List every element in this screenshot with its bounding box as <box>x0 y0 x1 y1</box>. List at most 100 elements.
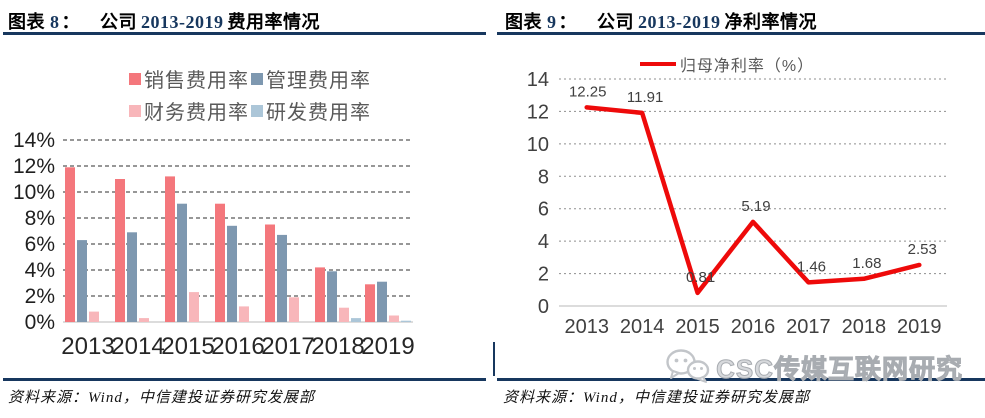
watermark: CSC传媒互联网研究 <box>665 348 963 386</box>
bar-研发费用率-2018 <box>351 318 361 322</box>
y-axis-label: 6% <box>25 233 55 256</box>
legend-marker <box>251 72 263 85</box>
red-line-swatch <box>639 62 676 66</box>
figure-number: 9 <box>547 12 557 32</box>
x-axis-label: 2014 <box>111 333 164 360</box>
figure8-source-note: 资料来源：Wind，中信建投证券研究发展部 <box>8 390 315 406</box>
data-label-2017: 1.46 <box>797 258 826 275</box>
figure8-title: 图表 8： 公司 2013-2019 费用率情况 <box>8 8 320 34</box>
x-axis-label: 2018 <box>311 333 364 360</box>
x-axis-label: 2016 <box>731 316 776 338</box>
bar-财务费用率-2016 <box>239 306 249 322</box>
legend-label: 销售费用率 <box>144 70 249 92</box>
y-axis-label: 8 <box>538 166 549 188</box>
data-label-2015: 0.81 <box>686 269 715 286</box>
figure-label: 图表 <box>505 12 542 32</box>
y-axis-label: 6 <box>538 199 549 221</box>
title-subject: 费用率情况 <box>227 12 320 32</box>
figure-colon: ： <box>558 12 577 32</box>
title-year-range: 2013-2019 <box>141 12 224 32</box>
legend-item-财务费用率: 财务费用率 <box>129 96 249 125</box>
y-axis-label: 12% <box>13 155 55 178</box>
legend-marker <box>129 72 141 85</box>
y-axis-label: 2 <box>538 264 549 286</box>
legend-label: 管理费用率 <box>266 70 371 92</box>
y-axis-label: 12 <box>527 101 549 123</box>
data-label-2016: 5.19 <box>741 198 770 215</box>
bar-管理费用率-2019 <box>377 281 387 322</box>
legend-label: 研发费用率 <box>266 102 371 124</box>
x-axis-label: 2014 <box>620 316 665 338</box>
y-axis-label: 14% <box>13 129 55 152</box>
bar-管理费用率-2017 <box>277 234 287 322</box>
legend-item-销售费用率: 销售费用率 <box>129 64 249 93</box>
net-margin-line-chart: 0 2 4 6 8 10 12 14 2013 12.25 2014 11.91 2015 0.81 201… <box>527 70 947 338</box>
watermark-text: CSC传媒互联网研究 <box>716 353 963 384</box>
figure9-source-note: 资料来源：Wind，中信建投证券研究发展部 <box>503 390 810 406</box>
net-margin-line <box>584 105 922 296</box>
bar-销售费用率-2015 <box>165 176 175 322</box>
bar-财务费用率-2015 <box>189 292 199 322</box>
legend-marker <box>251 104 263 117</box>
y-axis-label: 4% <box>25 259 55 282</box>
data-label-2019: 2.53 <box>908 241 937 258</box>
title-year-range: 2013-2019 <box>638 12 721 32</box>
x-axis-label: 2018 <box>842 316 887 338</box>
bar-销售费用率-2018 <box>315 267 325 322</box>
data-label-2013: 12.25 <box>569 83 607 100</box>
y-axis-label: 8% <box>25 207 55 230</box>
x-axis-label: 2019 <box>361 333 414 360</box>
figure-number: 8 <box>50 12 60 32</box>
figure9-title-underline <box>497 32 985 35</box>
bar-管理费用率-2016 <box>227 225 237 322</box>
bar-财务费用率-2014 <box>139 318 149 322</box>
net-margin-legend: 归母净利率（%） <box>497 52 957 76</box>
expense-chart-legend: 销售费用率 管理费用率 财务费用率 研发费用率 <box>40 64 460 125</box>
bar-管理费用率-2013 <box>77 240 87 322</box>
figure-label: 图表 <box>8 12 45 32</box>
bar-财务费用率-2019 <box>389 315 399 322</box>
title-company: 公司 <box>597 12 634 32</box>
figure8-source-divider <box>3 378 486 381</box>
bar-财务费用率-2013 <box>89 311 99 322</box>
bar-财务费用率-2018 <box>339 307 349 322</box>
x-axis-label: 2017 <box>786 316 831 338</box>
x-axis-label: 2016 <box>211 333 264 360</box>
x-axis-label: 2015 <box>675 316 720 338</box>
data-label-2018: 1.68 <box>852 255 881 272</box>
legend-row: 销售费用率 管理费用率 <box>128 64 372 93</box>
figure9-title: 图表 9： 公司 2013-2019 净利率情况 <box>505 8 817 34</box>
figure9-source-divider <box>497 378 985 381</box>
y-axis-label: 0 <box>538 296 549 318</box>
y-axis-label: 4 <box>538 231 549 253</box>
legend-marker <box>129 104 141 117</box>
y-axis-label: 10 <box>527 134 549 156</box>
y-axis-label: 10% <box>13 181 55 204</box>
y-axis-label: 14 <box>527 70 549 91</box>
bar-销售费用率-2014 <box>115 179 125 322</box>
bar-研发费用率-2019 <box>401 320 411 322</box>
bar-销售费用率-2017 <box>265 224 275 322</box>
title-subject: 净利率情况 <box>724 12 817 32</box>
figure-colon: ： <box>61 12 80 32</box>
x-axis-label: 2013 <box>61 333 114 360</box>
divider-artifact <box>493 342 495 376</box>
legend-label: 财务费用率 <box>144 102 249 124</box>
legend-item-研发费用率: 研发费用率 <box>251 96 371 125</box>
data-label-2014: 11.91 <box>627 89 663 106</box>
bar-管理费用率-2018 <box>327 271 337 322</box>
x-axis-label: 2015 <box>161 333 214 360</box>
y-axis-label: 0% <box>25 311 55 334</box>
legend-item-管理费用率: 管理费用率 <box>251 64 371 93</box>
bar-管理费用率-2014 <box>127 232 137 322</box>
y-axis-label: 2% <box>25 285 55 308</box>
x-axis-label: 2017 <box>261 333 314 360</box>
wechat-icon <box>666 349 710 383</box>
bar-销售费用率-2013 <box>65 167 75 322</box>
bar-管理费用率-2015 <box>177 203 187 322</box>
figure8-title-underline <box>3 32 486 35</box>
title-company: 公司 <box>100 12 137 32</box>
bar-销售费用率-2016 <box>215 203 225 322</box>
bar-财务费用率-2017 <box>289 297 299 322</box>
